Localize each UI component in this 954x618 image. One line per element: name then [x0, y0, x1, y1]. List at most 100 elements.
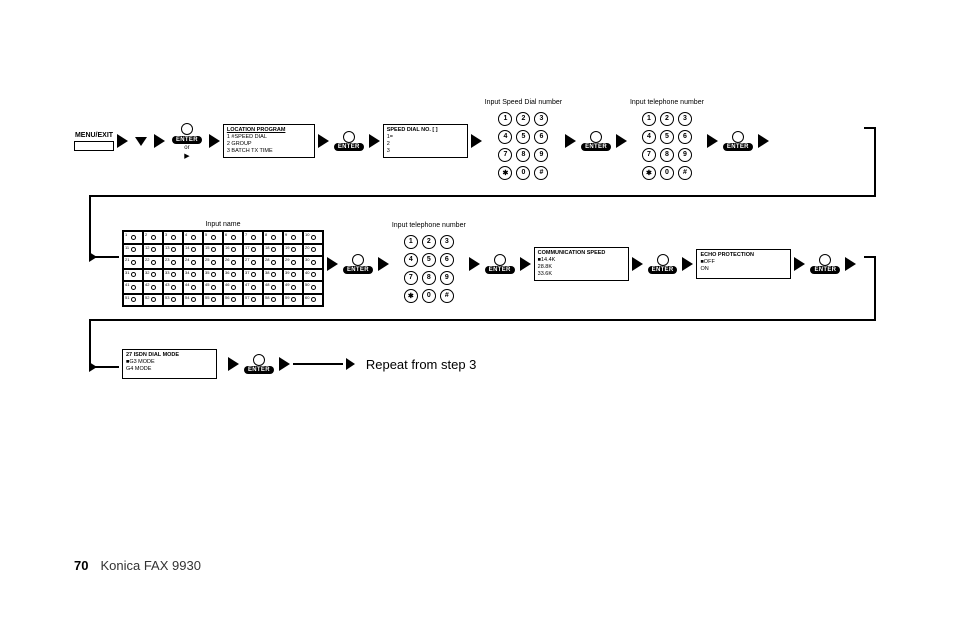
- menu-exit-button[interactable]: [74, 141, 114, 151]
- keypad-key-4[interactable]: 4: [642, 130, 656, 144]
- keypad-key-7[interactable]: 7: [498, 148, 512, 162]
- chargrid-cell[interactable]: 10: [303, 231, 323, 244]
- chargrid-cell[interactable]: 12: [143, 244, 163, 257]
- chargrid-cell[interactable]: 57: [243, 294, 263, 307]
- chargrid-cell[interactable]: 58: [263, 294, 283, 307]
- keypad-key-1[interactable]: 1: [404, 235, 418, 249]
- keypad-key-0[interactable]: 0: [422, 289, 436, 303]
- nav-button[interactable]: [590, 131, 602, 143]
- chargrid-cell[interactable]: 34: [183, 269, 203, 282]
- chargrid-cell[interactable]: 43: [163, 281, 183, 294]
- chargrid-cell[interactable]: 41: [123, 281, 143, 294]
- keypad-key-7[interactable]: 7: [404, 271, 418, 285]
- chargrid-cell[interactable]: 11: [123, 244, 143, 257]
- keypad-key-2[interactable]: 2: [516, 112, 530, 126]
- chargrid-cell[interactable]: 9: [283, 231, 303, 244]
- chargrid-cell[interactable]: 55: [203, 294, 223, 307]
- chargrid-cell[interactable]: 54: [183, 294, 203, 307]
- chargrid-cell[interactable]: 53: [163, 294, 183, 307]
- chargrid-cell[interactable]: 29: [283, 256, 303, 269]
- chargrid-cell[interactable]: 21: [123, 256, 143, 269]
- chargrid-cell[interactable]: 20: [303, 244, 323, 257]
- keypad-key-0[interactable]: 0: [516, 166, 530, 180]
- chargrid-cell[interactable]: 8: [263, 231, 283, 244]
- keypad-key-#[interactable]: #: [678, 166, 692, 180]
- chargrid-cell[interactable]: 35: [203, 269, 223, 282]
- nav-button[interactable]: [732, 131, 744, 143]
- nav-button[interactable]: [352, 254, 364, 266]
- chargrid-cell[interactable]: 44: [183, 281, 203, 294]
- chargrid-cell[interactable]: 36: [223, 269, 243, 282]
- chargrid-cell[interactable]: 27: [243, 256, 263, 269]
- keypad-key-4[interactable]: 4: [404, 253, 418, 267]
- chargrid-cell[interactable]: 37: [243, 269, 263, 282]
- keypad-key-9[interactable]: 9: [678, 148, 692, 162]
- chargrid-cell[interactable]: 39: [283, 269, 303, 282]
- keypad-key-9[interactable]: 9: [534, 148, 548, 162]
- chargrid-cell[interactable]: 60: [303, 294, 323, 307]
- enter-button[interactable]: ENTER: [810, 266, 840, 274]
- chargrid-cell[interactable]: 51: [123, 294, 143, 307]
- chargrid-cell[interactable]: 5: [203, 231, 223, 244]
- keypad-key-3[interactable]: 3: [678, 112, 692, 126]
- keypad-key-2[interactable]: 2: [422, 235, 436, 249]
- keypad-key-9[interactable]: 9: [440, 271, 454, 285]
- chargrid-cell[interactable]: 49: [283, 281, 303, 294]
- chargrid-cell[interactable]: 56: [223, 294, 243, 307]
- chargrid-cell[interactable]: 23: [163, 256, 183, 269]
- chargrid-cell[interactable]: 25: [203, 256, 223, 269]
- chargrid-cell[interactable]: 47: [243, 281, 263, 294]
- keypad-key-✱[interactable]: ✱: [642, 166, 656, 180]
- chargrid-cell[interactable]: 42: [143, 281, 163, 294]
- chargrid-cell[interactable]: 30: [303, 256, 323, 269]
- keypad-key-8[interactable]: 8: [422, 271, 436, 285]
- chargrid-cell[interactable]: 40: [303, 269, 323, 282]
- chargrid-cell[interactable]: 38: [263, 269, 283, 282]
- chargrid-cell[interactable]: 17: [243, 244, 263, 257]
- keypad-key-3[interactable]: 3: [534, 112, 548, 126]
- keypad-key-5[interactable]: 5: [660, 130, 674, 144]
- keypad-key-✱[interactable]: ✱: [404, 289, 418, 303]
- nav-button[interactable]: [819, 254, 831, 266]
- nav-button[interactable]: [181, 123, 193, 135]
- enter-button[interactable]: ENTER: [244, 366, 274, 374]
- enter-button[interactable]: ENTER: [172, 136, 202, 144]
- enter-button[interactable]: ENTER: [723, 143, 753, 151]
- enter-button[interactable]: ENTER: [343, 266, 373, 274]
- chargrid-cell[interactable]: 50: [303, 281, 323, 294]
- chargrid-cell[interactable]: 13: [163, 244, 183, 257]
- enter-button[interactable]: ENTER: [581, 143, 611, 151]
- keypad-key-5[interactable]: 5: [516, 130, 530, 144]
- enter-button[interactable]: ENTER: [485, 266, 515, 274]
- chargrid-cell[interactable]: 18: [263, 244, 283, 257]
- keypad-key-1[interactable]: 1: [642, 112, 656, 126]
- keypad-key-#[interactable]: #: [534, 166, 548, 180]
- keypad-key-✱[interactable]: ✱: [498, 166, 512, 180]
- chargrid-cell[interactable]: 26: [223, 256, 243, 269]
- keypad-key-1[interactable]: 1: [498, 112, 512, 126]
- character-grid[interactable]: 1234567891011121314151617181920212223242…: [122, 230, 324, 307]
- chargrid-cell[interactable]: 32: [143, 269, 163, 282]
- keypad-key-5[interactable]: 5: [422, 253, 436, 267]
- nav-button[interactable]: [494, 254, 506, 266]
- chargrid-cell[interactable]: 46: [223, 281, 243, 294]
- keypad-key-0[interactable]: 0: [660, 166, 674, 180]
- nav-button[interactable]: [253, 354, 265, 366]
- chargrid-cell[interactable]: 14: [183, 244, 203, 257]
- keypad-key-6[interactable]: 6: [440, 253, 454, 267]
- chargrid-cell[interactable]: 59: [283, 294, 303, 307]
- keypad-key-3[interactable]: 3: [440, 235, 454, 249]
- chargrid-cell[interactable]: 15: [203, 244, 223, 257]
- chargrid-cell[interactable]: 33: [163, 269, 183, 282]
- chargrid-cell[interactable]: 1: [123, 231, 143, 244]
- chargrid-cell[interactable]: 28: [263, 256, 283, 269]
- keypad-key-6[interactable]: 6: [678, 130, 692, 144]
- keypad[interactable]: 123456789✱0#: [640, 110, 693, 181]
- chargrid-cell[interactable]: 16: [223, 244, 243, 257]
- chargrid-cell[interactable]: 7: [243, 231, 263, 244]
- keypad[interactable]: 123456789✱0#: [497, 110, 550, 181]
- nav-button[interactable]: [657, 254, 669, 266]
- enter-button[interactable]: ENTER: [334, 143, 364, 151]
- chargrid-cell[interactable]: 48: [263, 281, 283, 294]
- chargrid-cell[interactable]: 52: [143, 294, 163, 307]
